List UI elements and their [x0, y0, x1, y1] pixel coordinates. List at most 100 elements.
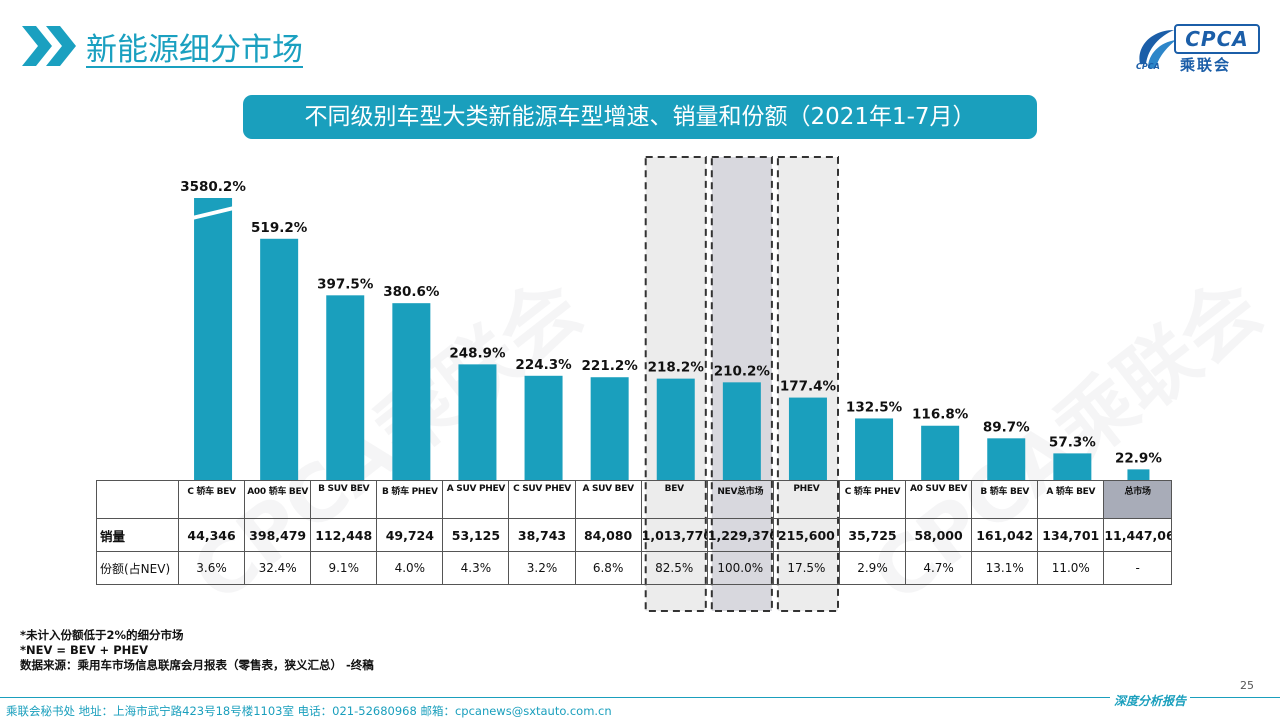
bar [260, 238, 299, 480]
table-cell: 35,725 [838, 518, 907, 552]
data-label: 397.5% [317, 276, 374, 292]
data-label: 218.2% [648, 360, 705, 376]
data-label: 221.2% [582, 358, 639, 374]
table-cell: 11,447,060 [1103, 518, 1172, 552]
logo-subtext: CPCA [1136, 62, 1160, 71]
table-cell: 1,013,770 [640, 518, 708, 552]
table-cell: 398,479 [244, 518, 312, 552]
bar [194, 198, 233, 480]
data-label: 89.7% [983, 419, 1030, 435]
table-cell: 32.4% [244, 551, 312, 585]
page-title: 新能源细分市场 [86, 32, 303, 68]
category-label: B SUV BEV [310, 480, 378, 519]
axis-break-mark [188, 205, 239, 221]
table-cell: 38,743 [508, 518, 576, 552]
bar [590, 377, 629, 480]
table-cell: 53,125 [442, 518, 510, 552]
footer-report-label: 深度分析报告 [1110, 692, 1191, 709]
logo-text: CPCA [1174, 24, 1260, 54]
footnote-nev-definition: *NEV = BEV + PHEV [20, 643, 149, 657]
bar [656, 378, 695, 480]
category-label: PHEV [772, 480, 840, 519]
category-label: B 轿车 PHEV [376, 480, 444, 519]
table-cell: 6.8% [574, 551, 642, 585]
data-label: 210.2% [714, 363, 771, 379]
data-label: 224.3% [515, 357, 572, 373]
table-cell: 44,346 [177, 518, 246, 552]
table-cell: 1,229,370 [706, 518, 774, 552]
table-cell: 100.0% [706, 551, 774, 585]
bar [987, 438, 1026, 480]
table-cell: 9.1% [310, 551, 378, 585]
category-label: C SUV PHEV [508, 480, 576, 519]
table-cell: - [1103, 551, 1172, 585]
logo-swirl-icon [1139, 30, 1176, 68]
bar [1127, 469, 1150, 480]
chart-title: 不同级别车型大类新能源车型增速、销量和份额（2021年1-7月） [243, 95, 1037, 139]
category-label: BEV [640, 480, 708, 519]
table-row-share: 份额(占NEV) 3.6% 32.4% 9.1% 4.0% 4.3% 3.2% 6.8% 82.… [96, 551, 1172, 585]
category-label: A00 轿车 BEV [244, 480, 312, 519]
data-label: 380.6% [383, 284, 440, 300]
table-cell: 82.5% [640, 551, 708, 585]
data-label: 519.2% [251, 220, 308, 236]
category-label: A SUV BEV [574, 480, 642, 519]
bar [855, 418, 894, 480]
data-label: 116.8% [912, 407, 969, 423]
table-cell: 161,042 [971, 518, 1039, 552]
table-cell: 4.7% [905, 551, 973, 585]
data-label: 248.9% [449, 345, 506, 361]
data-label: 132.5% [846, 399, 903, 415]
data-table: C 轿车 BEV A00 轿车 BEV B SUV BEV B 轿车 PHEV A SU… [96, 480, 1172, 585]
table-cell: 17.5% [772, 551, 840, 585]
footnote-data-source: 数据来源：乘用车市场信息联席会月报表（零售表，狭义汇总） -终稿 [20, 658, 374, 672]
data-label: 22.9% [1115, 450, 1162, 466]
category-label: A SUV PHEV [442, 480, 510, 519]
table-cell: 11.0% [1037, 551, 1105, 585]
data-label: 177.4% [780, 379, 837, 395]
table-cell: 215,600 [772, 518, 840, 552]
table-cell: 3.6% [177, 551, 246, 585]
bar [458, 364, 497, 480]
table-cell: 4.0% [376, 551, 444, 585]
category-label: B 轿车 BEV [971, 480, 1039, 519]
chevron-icon [22, 26, 76, 66]
category-label: 总市场 [1103, 480, 1172, 519]
row-label: 份额(占NEV) [96, 551, 179, 585]
category-label: C 轿车 PHEV [838, 480, 907, 519]
category-label: A 轿车 BEV [1037, 480, 1105, 519]
data-label: 3580.2% [180, 179, 246, 195]
table-cell: 134,701 [1037, 518, 1105, 552]
data-label: 57.3% [1049, 434, 1096, 450]
category-label: NEV总市场 [706, 480, 774, 519]
row-label: 销量 [96, 518, 179, 552]
footer-divider [0, 697, 1280, 698]
bar [788, 397, 827, 480]
table-cell: 2.9% [838, 551, 907, 585]
table-corner-cell [96, 480, 179, 519]
table-cell: 58,000 [905, 518, 973, 552]
category-label: C 轿车 BEV [177, 480, 246, 519]
bar [921, 425, 960, 480]
table-cell: 3.2% [508, 551, 576, 585]
footnote-share-threshold: *未计入份额低于2%的细分市场 [20, 628, 184, 642]
footer-address: 乘联会秘书处 地址：上海市武宁路423号18号楼1103室 电话：021-526… [6, 704, 612, 718]
bar [722, 382, 761, 480]
cpca-logo: CPCA 乘联会 CPCA [1132, 18, 1262, 76]
bar [524, 375, 563, 480]
category-label: A0 SUV BEV [905, 480, 973, 519]
page-number: 25 [1240, 679, 1254, 692]
footnotes: *未计入份额低于2%的细分市场 *NEV = BEV + PHEV 数据来源：乘… [20, 628, 374, 673]
table-cell: 84,080 [574, 518, 642, 552]
table-cell: 4.3% [442, 551, 510, 585]
table-cell: 49,724 [376, 518, 444, 552]
table-row-sales: 销量 44,346 398,479 112,448 49,724 53,125 38,743… [96, 518, 1172, 552]
logo-chinese-text: 乘联会 [1180, 56, 1232, 74]
bar [326, 295, 365, 480]
bar [392, 303, 431, 480]
table-row-categories: C 轿车 BEV A00 轿车 BEV B SUV BEV B 轿车 PHEV A SU… [96, 480, 1172, 519]
table-cell: 13.1% [971, 551, 1039, 585]
table-cell: 112,448 [310, 518, 378, 552]
bar [1053, 453, 1092, 480]
